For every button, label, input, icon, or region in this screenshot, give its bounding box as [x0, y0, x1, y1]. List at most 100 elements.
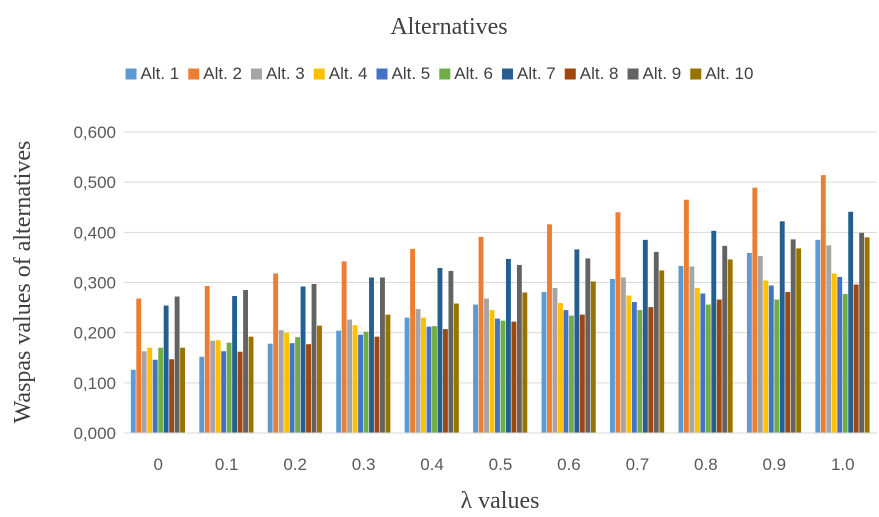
- bar: [779, 221, 785, 433]
- legend-label: Alt. 6: [454, 64, 493, 83]
- y-axis-title: Waspas values of alternatives: [10, 141, 36, 424]
- chart-title: Alternatives: [390, 14, 507, 40]
- bar: [215, 340, 221, 433]
- legend-label: Alt. 7: [517, 64, 556, 83]
- x-tick-label: 0.5: [489, 455, 513, 474]
- bar: [226, 342, 232, 433]
- bar: [169, 359, 175, 433]
- y-tick-label: 0,000: [73, 424, 116, 443]
- y-tick-label: 0,500: [73, 173, 116, 192]
- legend-swatch: [188, 68, 200, 80]
- bar: [453, 303, 459, 433]
- legend-item: Alt. 2: [188, 64, 242, 83]
- bar: [295, 337, 301, 433]
- bar: [848, 211, 854, 433]
- bar: [774, 299, 780, 433]
- bar: [448, 270, 454, 433]
- y-tick-label: 0,300: [73, 274, 116, 293]
- bar: [558, 303, 563, 433]
- legend-label: Alt. 2: [203, 64, 242, 83]
- bar: [267, 343, 273, 433]
- x-tick-label: 0: [153, 455, 162, 474]
- bar: [711, 230, 717, 433]
- bar: [421, 317, 426, 433]
- bar: [130, 369, 136, 433]
- legend-swatch: [564, 68, 576, 80]
- bar: [489, 310, 495, 433]
- bar: [552, 288, 558, 433]
- legend-swatch: [627, 68, 639, 80]
- bar: [363, 331, 369, 433]
- bar: [631, 302, 637, 433]
- x-tick-label: 0.4: [420, 455, 444, 474]
- bar: [495, 318, 500, 433]
- bar: [369, 277, 374, 433]
- y-tick-label: 0,400: [73, 223, 116, 242]
- bar: [237, 351, 243, 433]
- bar: [300, 286, 306, 433]
- bar: [437, 267, 443, 433]
- bar: [757, 255, 763, 433]
- bar: [615, 212, 621, 433]
- x-tick-label: 0.9: [762, 455, 786, 474]
- bar: [404, 317, 410, 433]
- bar: [700, 293, 706, 433]
- legend-swatch: [690, 68, 702, 80]
- bar: [341, 261, 347, 433]
- bar: [174, 296, 180, 433]
- bar: [727, 259, 733, 433]
- bar: [568, 315, 574, 433]
- bar: [637, 310, 643, 433]
- legend-swatch: [251, 68, 263, 80]
- bar: [796, 248, 802, 433]
- bar: [694, 288, 700, 433]
- bar: [563, 310, 569, 433]
- bar: [574, 249, 580, 433]
- bar: [648, 307, 654, 433]
- bar: [659, 270, 665, 433]
- bar: [232, 296, 238, 433]
- bars: [130, 175, 870, 433]
- bar: [585, 258, 591, 433]
- y-tick-label: 0,600: [73, 123, 116, 142]
- bar: [432, 326, 437, 433]
- x-axis-title: λ values: [461, 488, 540, 514]
- bar: [516, 264, 522, 433]
- x-tick-label: 0.8: [694, 455, 718, 474]
- bar: [653, 251, 659, 433]
- bar: [500, 320, 506, 433]
- legend-item: Alt. 3: [251, 64, 305, 83]
- bar: [273, 273, 279, 433]
- legend-swatch: [439, 68, 451, 80]
- bar: [248, 336, 254, 433]
- legend-item: Alt. 1: [125, 64, 180, 83]
- bar: [689, 266, 695, 433]
- bar: [141, 351, 147, 433]
- x-tick-label: 0.2: [283, 455, 307, 474]
- bar: [831, 273, 837, 433]
- bar: [683, 199, 689, 433]
- bar: [590, 281, 596, 433]
- x-axis-ticks: 0 0.1 0.2 0.3 0.4 0.5 0.6 0.7 0.8 0.9 1.0: [153, 455, 854, 474]
- legend-label: Alt. 1: [141, 64, 180, 83]
- legend-swatch: [313, 68, 325, 80]
- y-axis-ticks: 0,000 0,100 0,200 0,300 0,400 0,500 0,600: [73, 123, 116, 443]
- legend-label: Alt. 3: [266, 64, 305, 83]
- bar: [221, 351, 227, 433]
- bar: [620, 277, 626, 433]
- bar: [853, 284, 859, 433]
- bar: [837, 276, 843, 433]
- legend-item: Alt. 8: [564, 64, 619, 83]
- bar: [547, 224, 552, 433]
- bar: [358, 334, 363, 433]
- bar: [199, 356, 205, 433]
- bar: [864, 237, 870, 433]
- bar: [158, 347, 164, 433]
- legend-item: Alt. 4: [313, 64, 368, 83]
- bar: [579, 314, 585, 433]
- legend-swatch: [376, 68, 388, 80]
- bar: [763, 280, 769, 433]
- legend-label: Alt. 10: [705, 64, 753, 83]
- bar: [820, 175, 826, 433]
